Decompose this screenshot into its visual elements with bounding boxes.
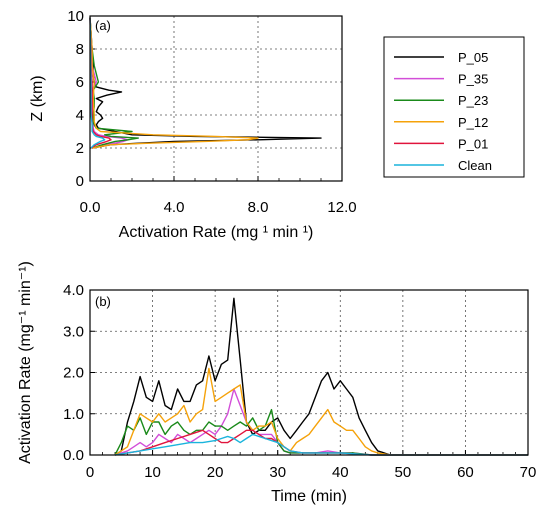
panel-a-ytick-label: 6 xyxy=(76,74,84,91)
panel-a-label: (a) xyxy=(95,18,111,33)
series-line-b-clean xyxy=(114,433,528,456)
panel-b-xtick-label: 20 xyxy=(207,464,224,481)
panel-b-xtick-label: 60 xyxy=(457,464,474,481)
panel-b-xtick-label: 70 xyxy=(520,464,537,481)
panel-b-ytick-label: 2.0 xyxy=(63,365,84,382)
series-line-b-p_05 xyxy=(114,297,528,456)
panel-a-ylabel: Z (km) xyxy=(29,75,46,121)
panel-a-xtick-label: 0.0 xyxy=(80,199,101,216)
panel-a-ytick-label: 4 xyxy=(76,107,84,124)
series-line-b-p_23 xyxy=(114,408,528,456)
panel-b-label: (b) xyxy=(95,294,111,309)
series-line-a-p_23 xyxy=(89,17,140,149)
legend-label-p_12: P_12 xyxy=(458,115,488,130)
panel-b-xtick-label: 30 xyxy=(269,464,286,481)
panel-b-ytick-label: 0.0 xyxy=(63,447,84,464)
panel-b-frame xyxy=(89,289,529,456)
panel-a-ytick-label: 8 xyxy=(76,41,84,58)
legend-box xyxy=(383,36,525,178)
panel-a-ytick-label: 0 xyxy=(76,173,84,190)
panel-b-ytick-label: 3.0 xyxy=(63,323,84,340)
legend-label-p_23: P_23 xyxy=(458,93,488,108)
series-line-b-p_12 xyxy=(114,367,528,456)
series-line-a-p_12 xyxy=(89,17,259,149)
legend-label-p_35: P_35 xyxy=(458,72,488,87)
panel-b-ytick-label: 1.0 xyxy=(63,406,84,423)
panel-b-ylabel: Activation Rate (mg⁻¹ min⁻¹) xyxy=(17,261,34,464)
panel-a-xlabel: Activation Rate (mg ¹ min ¹) xyxy=(119,224,314,241)
panel-b-xtick-label: 0 xyxy=(86,464,94,481)
panel-a-ytick-label: 2 xyxy=(76,140,84,157)
legend-label-clean: Clean xyxy=(458,158,492,173)
panel-b-ytick-label: 4.0 xyxy=(63,282,84,299)
panel-b-xlabel: Time (min) xyxy=(271,488,347,505)
series-line-a-p_05 xyxy=(89,17,322,149)
panel-a-xtick-label: 8.0 xyxy=(248,199,269,216)
panel-b: 0 10 20 30 40 50 60 70 0.0 1.0 2.0 3.0 4.0 (b) Time (m… xyxy=(17,261,536,505)
panel-a-ytick-label: 10 xyxy=(67,8,84,25)
panel-a-xtick-label: 4.0 xyxy=(164,199,185,216)
panel-b-xtick-label: 50 xyxy=(395,464,412,481)
panel-a: 0.0 4.0 8.0 12.0 0 2 4 6 8 10 (a) Activation Rate (… xyxy=(29,8,357,241)
panel-a-frame xyxy=(89,15,343,182)
legend-label-p_01: P_01 xyxy=(458,136,488,151)
panel-a-xtick-label: 12.0 xyxy=(327,199,356,216)
legend-label-p_05: P_05 xyxy=(458,50,488,65)
panel-b-xtick-label: 40 xyxy=(332,464,349,481)
panel-b-xtick-label: 10 xyxy=(144,464,161,481)
legend: P_05 P_35 P_23 P_12 P_01 Clean xyxy=(383,36,525,178)
